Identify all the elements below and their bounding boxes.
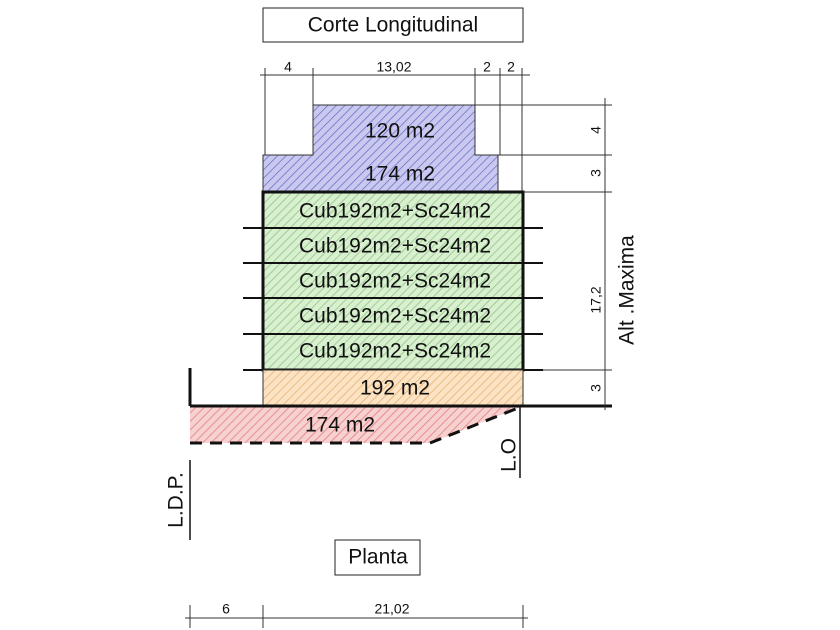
title: Corte Longitudinal (308, 14, 478, 37)
floor-label: 120 m2 (365, 120, 435, 143)
right-dimension (475, 98, 612, 410)
floor-label: 174 m2 (305, 414, 375, 437)
basement (190, 406, 523, 443)
dim-label: 13,02 (376, 59, 411, 75)
dim-label: 3 (588, 384, 604, 392)
floor-label: Cub192m2+Sc24m2 (299, 235, 491, 258)
dim-label: 3 (588, 169, 604, 177)
floor-block (261, 190, 525, 372)
floor-label: Cub192m2+Sc24m2 (299, 340, 491, 363)
dim-label: 4 (588, 126, 604, 134)
basement-edge (190, 404, 524, 445)
plan-title: Planta (348, 546, 408, 569)
ground-floor (262, 369, 524, 407)
dim-label: 6 (222, 601, 230, 617)
dim-label: 2 (483, 59, 491, 75)
dim-label: 4 (284, 59, 292, 75)
plan-box (334, 539, 421, 576)
lo-label: L.O (498, 438, 521, 472)
bottom-dimension (185, 605, 528, 628)
floor-label: Cub192m2+Sc24m2 (299, 200, 491, 223)
title-box (262, 7, 524, 43)
floor-label: 174 m2 (365, 163, 435, 186)
dim-label: 17,2 (588, 286, 604, 313)
dim-label: 21,02 (374, 601, 409, 617)
floor-label: Cub192m2+Sc24m2 (299, 305, 491, 328)
floor-label: Cub192m2+Sc24m2 (299, 270, 491, 293)
dim-label: 2 (507, 59, 515, 75)
ldp-label: L.D.P. (165, 472, 188, 528)
floor-label: 192 m2 (360, 377, 430, 400)
height-label: Alt .Maxima (616, 235, 639, 345)
